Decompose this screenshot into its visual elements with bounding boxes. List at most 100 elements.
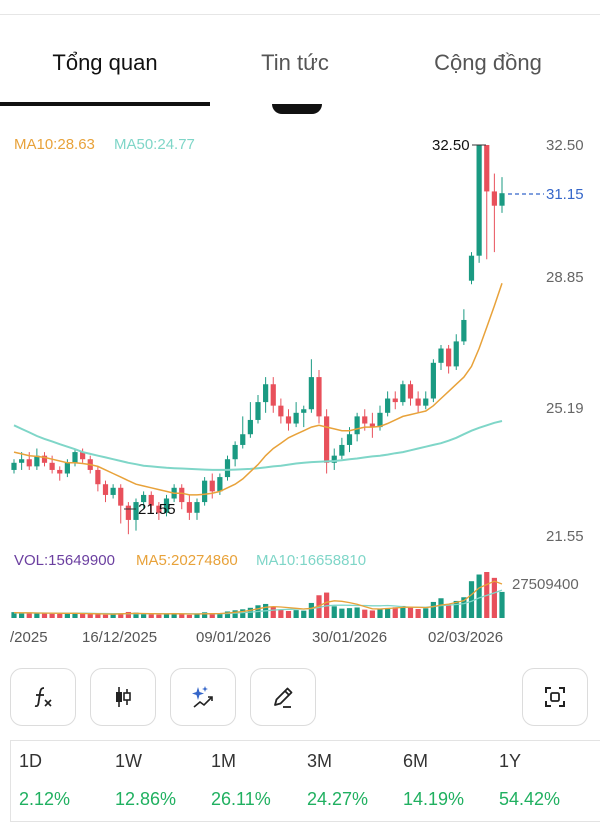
candle-body [186, 502, 192, 513]
volume-bar [156, 614, 162, 618]
volume-bar [171, 612, 177, 618]
volume-bar [491, 577, 497, 618]
candle-body [346, 434, 353, 445]
candle-body [468, 255, 475, 281]
volume-bar [41, 612, 48, 618]
candle-body [202, 480, 208, 503]
volume-bar [331, 606, 337, 618]
volume-bar [285, 610, 292, 618]
candlestick-icon [116, 687, 131, 707]
volume-bar [19, 612, 25, 618]
candle-body [49, 462, 55, 470]
volume-series [11, 572, 505, 618]
tab-bar: Tổng quan Tin tức Cộng đồng [0, 40, 600, 106]
candle-body [278, 405, 284, 417]
volume-bar [369, 610, 375, 618]
volume-bar [407, 606, 414, 618]
volume-bar [57, 613, 63, 618]
candle-body [11, 462, 17, 470]
candle-body [400, 384, 406, 403]
candle-body [118, 487, 124, 506]
chart-toolbar [0, 668, 600, 728]
candle-body [331, 455, 337, 463]
candlestick-series [11, 145, 505, 535]
candle-body [407, 384, 414, 399]
volume-bar [110, 614, 116, 618]
tab-community[interactable]: Cộng đồng [434, 50, 542, 75]
volume-bar [209, 613, 215, 618]
candle-body [41, 455, 48, 463]
volume-bar [72, 612, 78, 618]
volume-bar [247, 607, 253, 618]
current-price-label: 31.15 [546, 186, 584, 203]
volume-ma5-line [13, 580, 503, 615]
volume-bar [346, 608, 353, 618]
volume-bar [438, 598, 444, 618]
candle-body [415, 398, 421, 406]
volume-bar [430, 601, 436, 618]
candle-body [133, 502, 139, 520]
date-tick-label: 30/01/2026 [312, 629, 387, 646]
active-tab-indicator [0, 102, 210, 106]
volume-bar [415, 608, 421, 618]
period-label: 6M [403, 751, 429, 771]
pencil-icon [274, 687, 293, 708]
candle-body [453, 341, 459, 367]
period-label: 3M [307, 751, 333, 771]
volume-bar [133, 612, 139, 618]
indicator-function-button[interactable] [10, 668, 76, 726]
candle-body [110, 487, 116, 495]
tab-overview[interactable]: Tổng quan [52, 50, 158, 75]
candle-body [270, 384, 276, 406]
low-marker-label: 21.55 [138, 501, 176, 518]
volume-bar [453, 600, 459, 618]
price-tick-label: 28.85 [546, 269, 584, 286]
tab-news[interactable]: Tin tức [261, 50, 329, 75]
volume-bar [125, 611, 131, 618]
low-marker: 21.55 [124, 501, 176, 518]
volume-bar [278, 609, 284, 618]
ma10-indicator-label: MA10:28.63 [14, 136, 95, 153]
volume-bar [232, 610, 238, 618]
candle-body [247, 419, 253, 435]
volume-bar [224, 611, 231, 618]
volume-bar [354, 607, 360, 618]
candle-body [240, 434, 246, 445]
volume-bar [301, 610, 307, 618]
chart-type-button[interactable] [90, 668, 156, 726]
ma10-line [13, 282, 503, 496]
volume-bar [80, 613, 86, 618]
volume-bar [34, 613, 40, 618]
top-divider [0, 14, 600, 15]
candle-body [484, 145, 490, 192]
volume-bar [163, 613, 170, 618]
ai-drawing-button[interactable] [170, 668, 236, 726]
candle-body [156, 505, 162, 513]
candle-body [148, 494, 154, 506]
candle-body [316, 377, 322, 417]
candle-body [141, 494, 147, 503]
price-chart[interactable]: MA10:28.63 MA50:24.77 32.50 28.85 25.19 … [0, 120, 600, 660]
candle-body [430, 362, 436, 399]
volume-bar [362, 609, 368, 618]
candle-body [423, 398, 429, 406]
candle-body [80, 452, 86, 460]
candle-body [19, 459, 25, 463]
fullscreen-button[interactable] [522, 668, 588, 726]
candle-body [194, 502, 200, 513]
candle-body [499, 193, 505, 206]
drawing-tool-button[interactable] [250, 668, 316, 726]
volume-bar [141, 613, 147, 618]
ma50-line [13, 420, 503, 471]
date-tick-label: /2025 [10, 629, 48, 646]
candle-body [179, 487, 185, 503]
candle-body [255, 402, 261, 420]
volume-bar [308, 602, 314, 618]
candle-body [72, 452, 78, 463]
function-icon [34, 687, 52, 708]
candle-body [95, 469, 101, 485]
volume-bar [102, 614, 109, 618]
drag-handle[interactable] [272, 104, 322, 114]
sparkle-drawing-icon [192, 686, 213, 708]
ma50-indicator-label: MA50:24.77 [114, 136, 195, 153]
